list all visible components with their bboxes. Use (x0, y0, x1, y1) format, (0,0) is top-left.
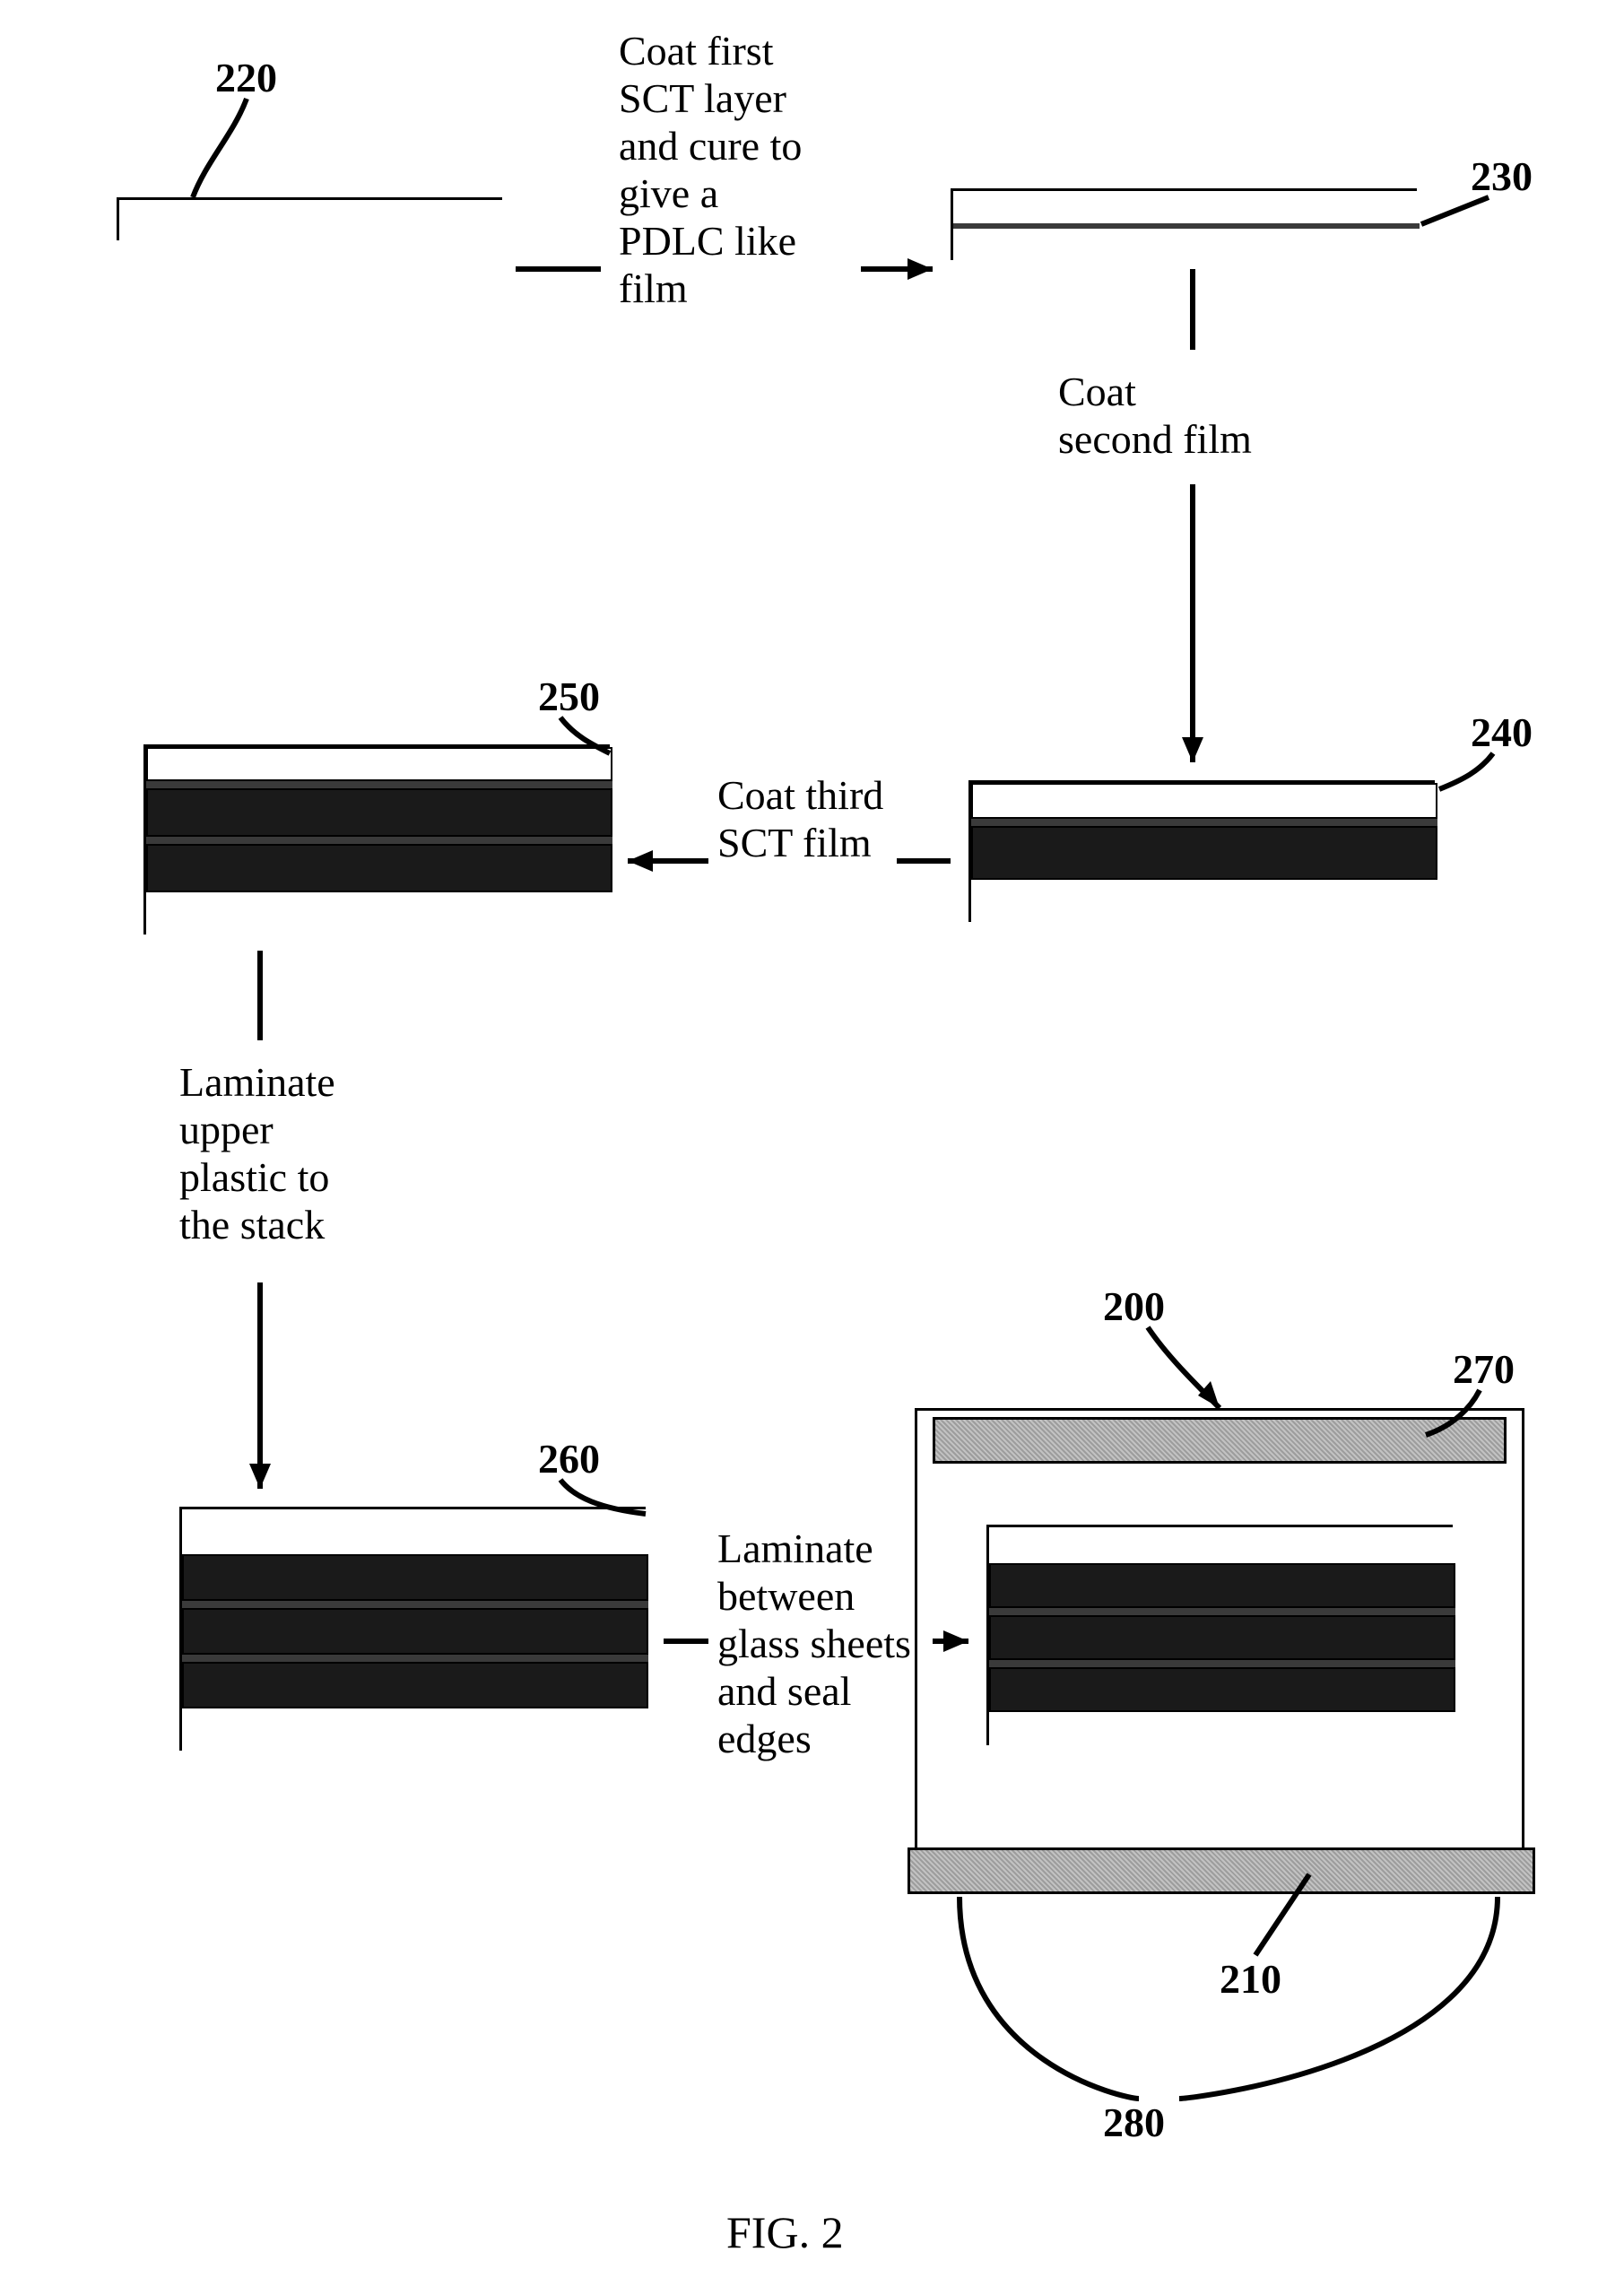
final-stack-layer-6 (989, 1712, 1455, 1748)
stage-220 (117, 197, 502, 240)
caption-step2: Coat second film (1058, 368, 1291, 463)
final-stack-layer-3 (989, 1615, 1455, 1660)
stage-220-layer-0 (119, 200, 505, 243)
stage-260-layer-4 (182, 1655, 648, 1662)
stage-250-layer-0 (146, 747, 612, 781)
final-stack-layer-2 (989, 1608, 1455, 1615)
glass-top (933, 1417, 1507, 1464)
ref-280: 280 (1103, 2099, 1165, 2146)
stage-250-layer-3 (146, 837, 612, 844)
ref-270: 270 (1453, 1345, 1515, 1393)
figure-caption: FIG. 2 (726, 2206, 844, 2258)
stage-250-layer-1 (146, 781, 612, 788)
glass-bottom (908, 1847, 1535, 1894)
caption-step3: Coat third SCT film (717, 771, 933, 866)
stage-260-layer-3 (182, 1608, 648, 1655)
caption-step1: Coat first SCT layer and cure to give a … (619, 27, 852, 312)
stage-260-layer-0 (182, 1509, 648, 1554)
ref-250: 250 (538, 673, 600, 720)
stage-240 (968, 780, 1435, 922)
stage-240-layer-3 (971, 880, 1437, 925)
stage-260 (179, 1507, 646, 1751)
stage-230-layer-2 (953, 229, 1420, 263)
stage-250-layer-5 (146, 892, 612, 937)
stage-240-layer-0 (971, 783, 1437, 819)
final-stack-layer-4 (989, 1660, 1455, 1667)
stage-260-layer-5 (182, 1662, 648, 1708)
ref-240: 240 (1471, 708, 1533, 756)
ref-230: 230 (1471, 152, 1533, 200)
ref-220: 220 (215, 54, 277, 101)
stage-230 (951, 188, 1417, 260)
stage-260-layer-1 (182, 1554, 648, 1601)
ref-260: 260 (538, 1435, 600, 1482)
final-stack-layer-1 (989, 1563, 1455, 1608)
stage-250-layer-2 (146, 788, 612, 837)
stage-240-layer-1 (971, 819, 1437, 826)
stage-230-layer-0 (953, 191, 1420, 223)
ref-210: 210 (1220, 1955, 1281, 2003)
caption-step4: Laminate upper plastic to the stack (179, 1058, 377, 1248)
stage-250-layer-4 (146, 844, 612, 892)
final-stack (986, 1525, 1453, 1745)
final-stack-layer-5 (989, 1667, 1455, 1712)
stage-240-layer-2 (971, 826, 1437, 880)
stage-260-layer-6 (182, 1708, 648, 1753)
final-stack-layer-0 (989, 1527, 1455, 1563)
ref-200: 200 (1103, 1282, 1165, 1330)
stage-260-layer-2 (182, 1601, 648, 1608)
stage-250 (143, 744, 610, 935)
